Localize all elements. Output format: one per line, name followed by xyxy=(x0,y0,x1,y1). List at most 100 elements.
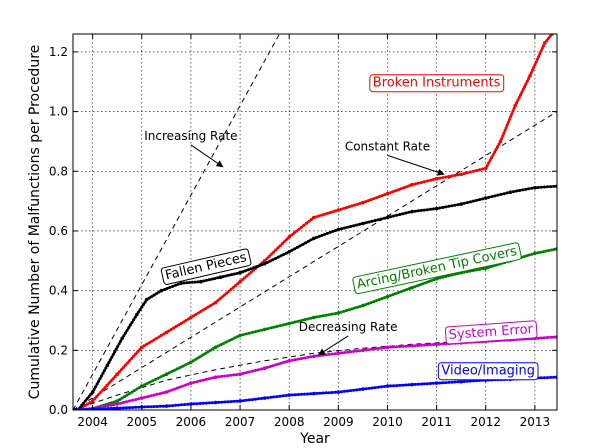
data-point xyxy=(194,313,198,316)
data-point xyxy=(186,402,190,406)
data-point-arcing-broken-tip-covers xyxy=(115,399,119,403)
data-point xyxy=(490,156,494,159)
data-point xyxy=(201,308,205,312)
data-point xyxy=(222,293,226,297)
data-point xyxy=(432,178,435,181)
data-point xyxy=(229,373,233,377)
data-point xyxy=(388,191,392,195)
data-point xyxy=(447,204,451,208)
data-point xyxy=(407,184,411,188)
data-point xyxy=(113,350,117,354)
data-point xyxy=(201,353,205,357)
data-point xyxy=(546,336,549,339)
data-point xyxy=(315,315,319,319)
data-point xyxy=(188,281,191,284)
data-point xyxy=(266,327,270,331)
data-point xyxy=(494,148,498,151)
data-point xyxy=(355,202,359,206)
data-point-broken-instruments xyxy=(238,279,242,284)
data-point xyxy=(207,377,211,381)
data-point xyxy=(453,380,457,384)
data-point xyxy=(207,278,211,282)
data-point xyxy=(424,281,428,285)
data-point xyxy=(283,239,287,243)
data-point xyxy=(426,280,430,284)
data-point xyxy=(518,189,521,192)
data-point xyxy=(525,79,529,83)
data-point xyxy=(349,225,353,228)
data-point xyxy=(376,347,380,350)
data-point xyxy=(512,106,516,110)
data-point xyxy=(413,344,417,348)
data-point xyxy=(432,343,435,346)
data-point xyxy=(244,371,248,375)
data-point xyxy=(109,379,113,383)
data-point xyxy=(221,275,225,279)
data-point xyxy=(265,261,269,264)
data-point xyxy=(233,272,236,276)
data-point-video-imaging xyxy=(459,379,464,384)
data-point xyxy=(380,297,384,301)
data-point xyxy=(209,348,213,352)
data-point xyxy=(488,158,492,162)
data-point-arcing-broken-tip-covers xyxy=(262,327,267,332)
data-point xyxy=(266,396,270,400)
data-point xyxy=(333,312,337,316)
data-point xyxy=(349,350,353,354)
annotation-arrow-constant-rate xyxy=(387,154,445,176)
data-point xyxy=(104,366,108,370)
data-point xyxy=(149,394,153,398)
data-point xyxy=(302,223,306,227)
data-point xyxy=(252,266,256,270)
data-point xyxy=(524,82,528,86)
data-point xyxy=(309,316,313,320)
data-point xyxy=(293,393,297,397)
data-point xyxy=(159,333,163,337)
data-point xyxy=(260,263,264,267)
data-point xyxy=(274,248,278,252)
data-point-arcing-broken-tip-covers xyxy=(287,321,292,326)
data-point xyxy=(191,359,195,363)
x-tick-label: 2007 xyxy=(225,415,256,429)
data-point xyxy=(309,355,313,359)
data-point-broken-instruments xyxy=(312,215,316,220)
data-point xyxy=(128,323,132,327)
data-point xyxy=(253,330,257,334)
data-point xyxy=(168,285,172,289)
data-point xyxy=(100,374,103,378)
data-point xyxy=(392,214,396,218)
data-point xyxy=(404,344,408,348)
data-point-video-imaging xyxy=(262,396,267,400)
series-label-video-imaging: Video/Imaging xyxy=(437,362,539,381)
data-point xyxy=(505,123,509,127)
x-tick-label: 2010 xyxy=(372,415,403,429)
data-point xyxy=(131,398,135,402)
data-point xyxy=(347,205,351,209)
data-point-broken-instruments xyxy=(498,139,503,144)
data-point-arcing-broken-tip-covers xyxy=(434,276,439,281)
data-point xyxy=(301,242,305,246)
data-point xyxy=(257,264,261,268)
data-point xyxy=(145,382,149,385)
data-point xyxy=(276,246,280,250)
data-point xyxy=(249,267,253,271)
data-point xyxy=(204,278,208,282)
reference-line-constant-rate xyxy=(73,111,557,410)
data-point xyxy=(425,179,429,183)
data-point xyxy=(429,178,432,182)
data-point xyxy=(346,225,350,229)
data-point xyxy=(190,280,194,284)
data-point xyxy=(140,305,144,309)
data-point xyxy=(225,291,229,295)
data-point xyxy=(151,379,155,383)
data-point xyxy=(508,117,512,121)
data-point xyxy=(278,394,282,398)
data-point xyxy=(143,300,147,304)
data-point xyxy=(413,285,417,289)
data-point xyxy=(339,310,343,314)
data-point xyxy=(281,394,285,398)
data-point xyxy=(88,407,92,410)
data-point xyxy=(206,350,210,354)
data-point xyxy=(226,374,230,378)
data-point-video-imaging xyxy=(410,382,414,387)
